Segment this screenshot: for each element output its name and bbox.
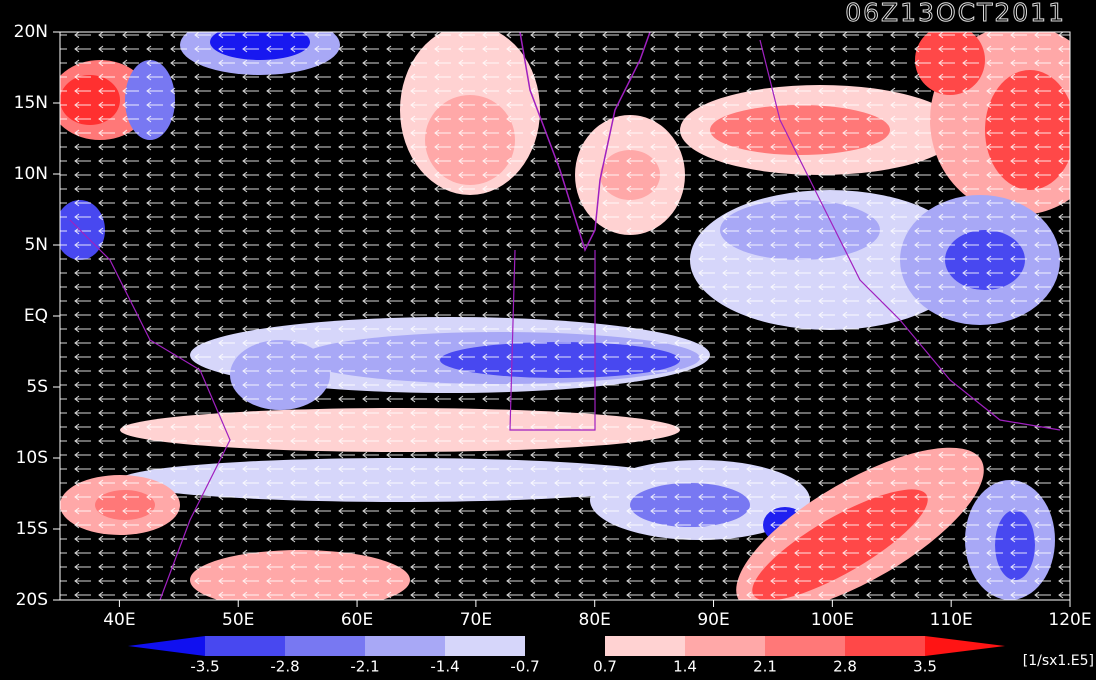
lon-label: 50E xyxy=(222,610,254,630)
colorbar-segment xyxy=(205,636,285,656)
colorbar-label: 1.4 xyxy=(673,658,697,676)
lon-label: 40E xyxy=(103,610,135,630)
lon-label: 90E xyxy=(697,610,729,630)
map-title: 06Z13OCT2011 xyxy=(845,0,1066,27)
colorbar-label: 2.1 xyxy=(753,658,777,676)
colorbar-segment xyxy=(285,636,365,656)
colorbar: -3.5 -2.8 -2.1 -1.4 -0.7 0.7 1.4 2.1 2.8 3.5 [1/sx… xyxy=(128,636,1094,676)
lat-label: 5S xyxy=(26,377,48,397)
lat-label: 20N xyxy=(14,22,48,42)
colorbar-segment xyxy=(365,636,445,656)
colorbar-label: -2.1 xyxy=(350,658,379,676)
lon-label: 100E xyxy=(811,610,854,630)
colorbar-label: 0.7 xyxy=(593,658,617,676)
lon-label: 60E xyxy=(341,610,373,630)
lat-label: 5N xyxy=(24,235,48,255)
lon-label: 120E xyxy=(1048,610,1091,630)
colorbar-label: -2.8 xyxy=(270,658,299,676)
colorbar-arrow xyxy=(925,636,1005,656)
vorticity-field xyxy=(60,32,1070,600)
lat-label: 10S xyxy=(16,448,48,468)
colorbar-segment xyxy=(605,636,685,656)
colorbar-label: -3.5 xyxy=(190,658,219,676)
colorbar-label: -1.4 xyxy=(430,658,459,676)
colorbar-unit: [1/sx1.E5] xyxy=(1023,653,1094,669)
lat-label: 15N xyxy=(14,93,48,113)
colorbar-label: 2.8 xyxy=(833,658,857,676)
axis-labels: 20N 15N 10N 5N EQ 5S 10S 15S 20S 40E 50E 60E 70E 80E 9… xyxy=(14,22,1092,630)
lat-label: 20S xyxy=(16,590,48,610)
colorbar-segment xyxy=(845,636,925,656)
colorbar-segment xyxy=(765,636,845,656)
lon-label: 110E xyxy=(930,610,973,630)
colorbar-arrow xyxy=(128,636,205,656)
colorbar-label: -0.7 xyxy=(510,658,539,676)
lat-label: 10N xyxy=(14,164,48,184)
colorbar-segment xyxy=(525,636,605,656)
lon-label: 70E xyxy=(460,610,492,630)
lat-label: 15S xyxy=(16,519,48,539)
colorbar-segment xyxy=(685,636,765,656)
colorbar-segment xyxy=(445,636,525,656)
lon-label: 80E xyxy=(579,610,611,630)
colorbar-label: 3.5 xyxy=(913,658,937,676)
lat-label: EQ xyxy=(24,306,48,326)
